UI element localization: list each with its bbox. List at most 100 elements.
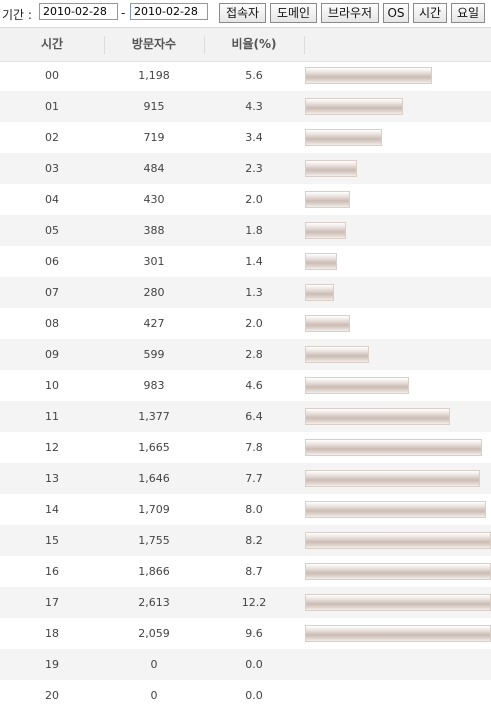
hour-cell: 12 bbox=[45, 441, 59, 454]
ratio-bar bbox=[305, 191, 350, 208]
ratio-cell: 2.0 bbox=[245, 193, 263, 206]
ratio-cell: 3.4 bbox=[245, 131, 263, 144]
hour-cell: 19 bbox=[45, 658, 59, 671]
visits-cell: 388 bbox=[143, 224, 165, 237]
hour-cell: 09 bbox=[45, 348, 59, 361]
ratio-cell: 5.6 bbox=[245, 69, 263, 82]
hour-cell: 16 bbox=[45, 565, 59, 578]
ratio-cell: 8.2 bbox=[245, 534, 263, 547]
table-row: 07 280 1.3 bbox=[0, 277, 491, 308]
visits-cell: 2,613 bbox=[138, 596, 170, 609]
visits-cell: 1,377 bbox=[138, 410, 170, 423]
ratio-bar bbox=[305, 408, 450, 425]
ratio-bar bbox=[305, 439, 482, 456]
period-label: 기간 : bbox=[2, 8, 32, 22]
hour-cell: 13 bbox=[45, 472, 59, 485]
header-visits: 방문자수 bbox=[131, 37, 177, 51]
hour-cell: 04 bbox=[45, 193, 59, 206]
table-row: 03 484 2.3 bbox=[0, 153, 491, 184]
ratio-cell: 7.7 bbox=[245, 472, 263, 485]
visits-cell: 0 bbox=[150, 658, 158, 671]
table-row: 18 2,059 9.6 bbox=[0, 618, 491, 649]
header-hour: 시간 bbox=[40, 37, 64, 51]
ratio-bar bbox=[305, 129, 382, 146]
visits-cell: 1,198 bbox=[138, 69, 170, 82]
ratio-cell: 8.0 bbox=[245, 503, 263, 516]
table-row: 00 1,198 5.6 bbox=[0, 60, 491, 91]
hourly-stats-table: 00 1,198 5.6 01 915 4.3 02 719 3.4 03 484 2.3 04 430 2… bbox=[0, 60, 491, 711]
header-divider bbox=[104, 36, 105, 54]
period-filter-bar: 기간 : - 접속자 도메인 브라우저 OS 시간 요일 bbox=[0, 0, 491, 26]
table-row: 04 430 2.0 bbox=[0, 184, 491, 215]
ratio-cell: 1.3 bbox=[245, 286, 263, 299]
table-row: 12 1,665 7.8 bbox=[0, 432, 491, 463]
ratio-bar bbox=[305, 160, 357, 177]
ratio-cell: 2.3 bbox=[245, 162, 263, 175]
hour-cell: 18 bbox=[45, 627, 59, 640]
header-divider bbox=[304, 36, 305, 54]
visits-cell: 0 bbox=[150, 689, 158, 702]
table-row: 16 1,866 8.7 bbox=[0, 556, 491, 587]
hour-cell: 06 bbox=[45, 255, 59, 268]
table-row: 13 1,646 7.7 bbox=[0, 463, 491, 494]
table-row: 15 1,755 8.2 bbox=[0, 525, 491, 556]
visits-cell: 915 bbox=[143, 100, 165, 113]
hour-cell: 02 bbox=[45, 131, 59, 144]
visits-cell: 1,646 bbox=[138, 472, 170, 485]
visits-cell: 1,755 bbox=[138, 534, 170, 547]
table-row: 09 599 2.8 bbox=[0, 339, 491, 370]
ratio-bar bbox=[305, 315, 350, 332]
visits-cell: 2,059 bbox=[138, 627, 170, 640]
hour-cell: 01 bbox=[45, 100, 59, 113]
ratio-bar bbox=[305, 625, 491, 642]
ratio-bar bbox=[305, 532, 491, 549]
end-date-input[interactable] bbox=[130, 3, 208, 20]
visitors-button[interactable]: 접속자 bbox=[219, 3, 266, 23]
ratio-bar bbox=[305, 346, 369, 363]
ratio-cell: 0.0 bbox=[245, 658, 263, 671]
ratio-bar bbox=[305, 501, 486, 518]
ratio-cell: 9.6 bbox=[245, 627, 263, 640]
hour-button[interactable]: 시간 bbox=[413, 3, 447, 23]
table-row: 20 0 0.0 bbox=[0, 680, 491, 711]
hour-cell: 08 bbox=[45, 317, 59, 330]
visits-cell: 983 bbox=[143, 379, 165, 392]
header-divider bbox=[204, 36, 205, 54]
ratio-cell: 2.8 bbox=[245, 348, 263, 361]
hour-cell: 05 bbox=[45, 224, 59, 237]
ratio-bar bbox=[305, 222, 346, 239]
table-row: 10 983 4.6 bbox=[0, 370, 491, 401]
ratio-cell: 4.6 bbox=[245, 379, 263, 392]
header-ratio: 비율(%) bbox=[231, 37, 277, 51]
browser-button[interactable]: 브라우저 bbox=[321, 3, 379, 23]
table-row: 02 719 3.4 bbox=[0, 122, 491, 153]
ratio-bar bbox=[305, 253, 337, 270]
table-row: 17 2,613 12.2 bbox=[0, 587, 491, 618]
visits-cell: 427 bbox=[143, 317, 165, 330]
visits-cell: 1,709 bbox=[138, 503, 170, 516]
ratio-cell: 6.4 bbox=[245, 410, 263, 423]
ratio-bar bbox=[305, 470, 480, 487]
hour-cell: 10 bbox=[45, 379, 59, 392]
ratio-bar bbox=[305, 563, 491, 580]
visits-cell: 719 bbox=[143, 131, 165, 144]
table-row: 08 427 2.0 bbox=[0, 308, 491, 339]
ratio-cell: 0.0 bbox=[245, 689, 263, 702]
ratio-bar bbox=[305, 284, 334, 301]
os-button[interactable]: OS bbox=[383, 3, 409, 23]
ratio-cell: 2.0 bbox=[245, 317, 263, 330]
hour-cell: 07 bbox=[45, 286, 59, 299]
table-row: 19 0 0.0 bbox=[0, 649, 491, 680]
ratio-bar bbox=[305, 67, 432, 84]
weekday-button[interactable]: 요일 bbox=[451, 3, 485, 23]
hour-cell: 11 bbox=[45, 410, 59, 423]
ratio-cell: 12.2 bbox=[241, 596, 267, 609]
hour-cell: 14 bbox=[45, 503, 59, 516]
hour-cell: 20 bbox=[45, 689, 59, 702]
ratio-cell: 1.4 bbox=[245, 255, 263, 268]
domain-button[interactable]: 도메인 bbox=[270, 3, 317, 23]
start-date-input[interactable] bbox=[39, 3, 118, 20]
table-row: 14 1,709 8.0 bbox=[0, 494, 491, 525]
hour-cell: 15 bbox=[45, 534, 59, 547]
table-header: 시간 방문자수 비율(%) bbox=[0, 27, 491, 62]
